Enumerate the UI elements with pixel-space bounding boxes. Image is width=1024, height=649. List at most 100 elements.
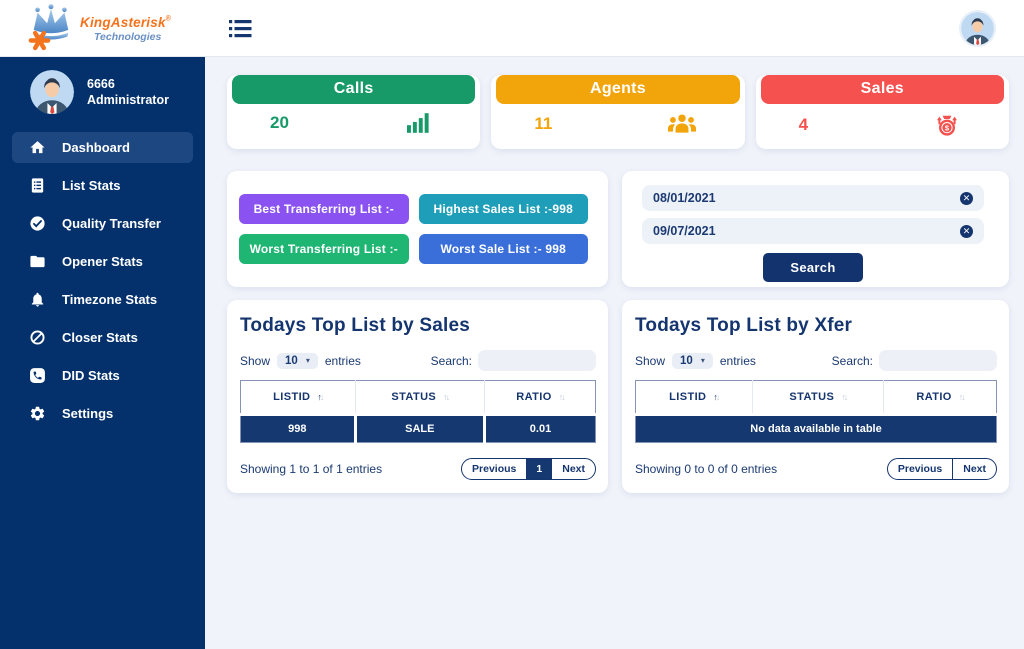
block-icon	[28, 329, 46, 347]
agents-value: 11	[534, 113, 553, 133]
previous-page-button[interactable]: Previous	[897, 463, 943, 475]
column-header-listid[interactable]: LISTID ↑↓	[635, 380, 753, 415]
brand-logo: KingAsterisk® Technologies	[0, 4, 205, 52]
sidebar-item-label: Timezone Stats	[62, 292, 158, 307]
worst-sale-list-button[interactable]: Worst Sale List :- 998	[418, 234, 588, 264]
pagination: Previous 1 Next	[461, 458, 596, 480]
sales-table-panel: Todays Top List by Sales Show 10 ▾ entrie…	[227, 300, 608, 493]
date-to-field[interactable]: ✕	[642, 218, 984, 244]
sidebar-item-closer-stats[interactable]: Closer Stats	[12, 322, 193, 353]
sidebar-nav: Dashboard List Stats Quality Transfer Op…	[0, 126, 205, 429]
avatar-icon	[30, 70, 74, 114]
sidebar-item-label: List Stats	[62, 178, 121, 193]
sales-table: LISTID ↑↓ STATUS ↑↓ RATIO ↑↓ 998 SALE 0.01	[240, 380, 596, 443]
main-content: Calls 20 Agents 11	[205, 57, 1024, 649]
sidebar-item-list-stats[interactable]: List Stats	[12, 170, 193, 201]
user-role: Administrator	[87, 93, 169, 107]
previous-page-button[interactable]: Previous	[472, 463, 517, 475]
clear-icon[interactable]: ✕	[960, 191, 973, 205]
sidebar-item-opener-stats[interactable]: Opener Stats	[12, 246, 193, 277]
agents-card: Agents 11	[491, 75, 745, 149]
date-from-field[interactable]: ✕	[642, 185, 984, 211]
highest-sales-list-button[interactable]: Highest Sales List :-998	[418, 194, 588, 224]
pagination: Previous Next	[886, 458, 997, 480]
money-bag-icon: $	[934, 113, 960, 137]
column-header-ratio[interactable]: RATIO ↑↓	[484, 380, 596, 415]
brand-reg-mark: ®	[165, 15, 171, 23]
agents-card-title: Agents	[496, 75, 740, 104]
page-size-select[interactable]: 10 ▾	[277, 352, 318, 369]
showing-entries-text: Showing 1 to 1 of 1 entries	[240, 462, 383, 476]
sidebar-item-dashboard[interactable]: Dashboard	[12, 132, 193, 163]
page-number-button[interactable]: 1	[526, 459, 552, 479]
sidebar: 6666 Administrator Dashboard List Stats …	[0, 57, 205, 649]
calls-value: 20	[270, 113, 289, 132]
list-stats-icon	[28, 177, 46, 195]
profile-avatar-button[interactable]	[961, 11, 994, 45]
sort-icon: ↑↓	[713, 392, 720, 402]
sort-icon: ↑↓	[558, 392, 566, 402]
sort-icon: ↑↓	[317, 392, 324, 402]
user-block: 6666 Administrator	[0, 57, 205, 126]
empty-table-row: No data available in table	[635, 413, 997, 443]
worst-transferring-list-button[interactable]: Worst Transferring List :-	[239, 234, 409, 264]
next-page-button[interactable]: Next	[551, 459, 595, 479]
sidebar-item-did-stats[interactable]: DID Stats	[12, 360, 193, 391]
top-bar: KingAsterisk® Technologies	[0, 0, 1024, 57]
showing-entries-text: Showing 0 to 0 of 0 entries	[635, 462, 778, 476]
menu-toggle-button[interactable]	[229, 19, 252, 38]
check-circle-icon	[28, 215, 46, 233]
sidebar-item-timezone-stats[interactable]: Timezone Stats	[12, 284, 193, 315]
sidebar-item-quality-transfer[interactable]: Quality Transfer	[12, 208, 193, 239]
sidebar-item-label: Quality Transfer	[62, 216, 161, 231]
date-from-input[interactable]	[653, 191, 853, 205]
entries-label: entries	[719, 353, 756, 368]
column-header-status[interactable]: STATUS ↑↓	[355, 380, 486, 415]
gear-icon	[28, 405, 46, 423]
table-search-label: Search:	[831, 353, 873, 368]
cell-listid: 998	[240, 413, 356, 443]
sales-value: 4	[798, 115, 809, 134]
sales-table-title: Todays Top List by Sales	[240, 315, 471, 336]
table-search-label: Search:	[430, 353, 472, 368]
sidebar-item-label: Settings	[62, 406, 114, 421]
people-group-icon	[667, 113, 696, 134]
brand-name: KingAsterisk	[80, 14, 166, 30]
sales-card-title: Sales	[760, 75, 1004, 104]
sidebar-item-label: DID Stats	[62, 368, 120, 383]
page-size-select[interactable]: 10 ▾	[672, 352, 713, 369]
next-page-button[interactable]: Next	[952, 459, 996, 479]
caret-down-icon: ▾	[305, 356, 310, 365]
svg-text:$: $	[945, 123, 950, 132]
entries-label: entries	[324, 353, 361, 368]
stats-row: Calls 20 Agents 11	[227, 75, 1009, 149]
clear-icon[interactable]: ✕	[960, 224, 973, 238]
cell-ratio: 0.01	[483, 413, 596, 443]
calls-card-title: Calls	[232, 75, 476, 104]
sidebar-item-label: Dashboard	[62, 140, 130, 155]
table-search-input[interactable]	[879, 350, 997, 371]
search-button[interactable]: Search	[763, 253, 863, 282]
column-header-listid[interactable]: LISTID ↑↓	[240, 380, 356, 415]
sidebar-item-label: Opener Stats	[62, 254, 143, 269]
date-to-input[interactable]	[653, 224, 853, 238]
brand-tagline: Technologies	[94, 30, 162, 43]
sidebar-item-settings[interactable]: Settings	[12, 398, 193, 429]
date-filter-panel: ✕ ✕ Search	[622, 171, 1009, 287]
table-search-input[interactable]	[478, 350, 596, 371]
caret-down-icon: ▾	[700, 356, 705, 365]
menu-icon	[229, 19, 252, 37]
quick-lists-panel: Best Transferring List :- Highest Sales …	[227, 171, 608, 287]
sort-icon: ↑↓	[841, 392, 848, 402]
column-header-status[interactable]: STATUS ↑↓	[752, 380, 885, 415]
best-transferring-list-button[interactable]: Best Transferring List :-	[239, 194, 409, 224]
sort-icon: ↑↓	[443, 392, 450, 402]
calls-card: Calls 20	[227, 75, 481, 149]
bell-icon	[28, 291, 46, 309]
avatar-icon	[961, 11, 994, 45]
show-label: Show	[240, 353, 271, 368]
empty-table-message: No data available in table	[635, 413, 997, 443]
show-label: Show	[635, 353, 666, 368]
user-id: 6666	[87, 77, 115, 91]
column-header-ratio[interactable]: RATIO ↑↓	[883, 380, 997, 415]
